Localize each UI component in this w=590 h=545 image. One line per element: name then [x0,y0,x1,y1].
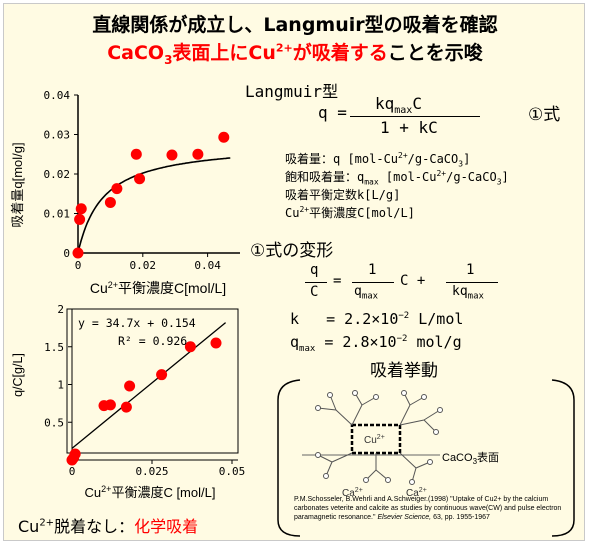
reference-publisher: Elsevier Science, [377,514,432,521]
linear-eq-one-b: 1 [466,262,475,278]
langmuir-y-tick-label: 0.02 [44,168,71,181]
langmuir-x-tick-label: 0.02 [130,259,157,272]
linear-y-tick-label: 1 [57,379,64,392]
langmuir-data-point [166,149,178,161]
langmuir-data-point [218,131,230,143]
reference-tail: 63, pp. 1955-1967 [431,514,490,521]
equation-numerator: kqmaxC [375,94,422,117]
cu-complex-molecule [315,390,443,485]
linear-eq-c-plus: C + [400,273,426,289]
langmuir-fit-curve [77,157,231,254]
slide-title-line1: 直線関係が成立し、Langmuir型の吸着を確認 [92,14,498,36]
equation-number-1: ①式 [528,105,561,125]
slide-background [3,3,585,541]
result-qmax: qmax = 2.8×10−2 mol/g [290,333,462,354]
langmuir-data-point [104,196,116,208]
equation-denominator: 1 + kC [380,118,438,137]
linear-x-tick-label: 0.025 [135,465,168,478]
linear-eq-q: q [310,262,319,278]
linear-r-squared: R² = 0.926 [118,334,187,348]
title-red-part-1: CaCO3表面上にCu2+が吸着する [107,41,388,67]
title-black-part: ことを示唆 [387,42,483,64]
cu-ion-label: Cu2+ [364,434,385,446]
langmuir-x-label: Cu2+平衡濃度C[mol/L] [90,280,226,296]
linear-y-tick-label: 1.5 [44,341,64,354]
transform-heading: ①式の変形 [250,241,334,261]
linear-eq-c: C [310,284,319,300]
langmuir-data-point [74,213,86,225]
reference-citation: P.M.Schosseler, B.Wehrli and A.Schweiger… [294,495,584,522]
linear-equation: y = 34.7x + 0.154 [78,316,196,330]
linear-plot-frame [66,308,239,454]
caco3-surface-label: CaCO3表面 [442,450,499,466]
linear-y-tick-label: 0.5 [44,416,64,429]
behavior-heading: 吸着挙動 [370,361,438,381]
equation-fraction-bar [350,116,480,117]
langmuir-data-point [72,247,84,259]
linear-eq-kqmax: kqmax [452,284,484,302]
linear-data-point [120,401,132,413]
linear-eq-qmax: qmax [354,284,379,302]
langmuir-y-label: 吸着量q[mol/g] [10,142,25,227]
linear-x-label: Cu2+平衡濃度C [mol/L] [85,484,216,500]
conclusion-red: 化学吸着 [134,517,199,536]
linear-data-point [156,369,168,381]
linear-data-point [69,448,81,460]
langmuir-data-point [111,183,123,195]
linear-data-point [124,380,136,392]
reference-text: P.M.Schosseler, B.Wehrli and A.Schweiger… [294,496,562,521]
langmuir-y-ticks: 0 0.01 0.02 0.03 0.04 [44,89,78,260]
linear-eq-one-a: 1 [368,262,377,278]
langmuir-y-tick-label: 0.01 [44,208,71,221]
linear-eq-bar1 [305,282,327,283]
linear-eq-equals: = [333,273,342,289]
def-adsorption-amount: 吸着量：q [mol-Cu2+/g-CaCO3] [285,151,471,169]
equation-lhs: q = [318,103,347,122]
langmuir-x-tick-label: 0 [75,259,82,272]
linear-eq-bar3 [446,282,498,283]
linear-y-label: q/C[g/L] [11,353,25,397]
langmuir-data-point [192,148,204,160]
def-saturation-amount: 飽和吸着量：qmax [mol-Cu2+/g-CaCO3] [285,169,509,187]
langmuir-x-ticks: 0 0.02 0.04 [75,253,221,272]
langmuir-data-points [72,131,230,259]
langmuir-data-point [75,203,87,215]
langmuir-data-point [134,173,146,185]
langmuir-heading: Langmuir型 [245,82,339,101]
linear-y-tick-label: 2 [57,303,64,316]
langmuir-x-tick-label: 0.04 [194,259,221,272]
linear-y-ticks: 0.5 1 1.5 2 [44,303,72,429]
langmuir-y-tick-label: 0.04 [44,89,71,102]
langmuir-y-tick-label: 0.03 [44,129,71,142]
linear-data-point [104,399,116,411]
linear-data-points [66,337,222,466]
langmuir-y-tick-label: 0 [63,247,70,260]
def-equilibrium-concentration: Cu2+平衡濃度C[mol/L] [285,205,415,220]
linear-data-point [184,341,196,353]
diagram-bracket-right [551,379,575,537]
result-k: k = 2.2×10−2 L/mol [290,310,464,328]
conclusion-text: Cu2+脱着なし：化学吸着 [18,517,199,536]
diagram-bracket-left [277,379,301,537]
linear-eq-bar2 [352,282,394,283]
slide-title-line2: CaCO3表面上にCu2+が吸着することを示唆 [0,38,590,67]
linear-data-point [210,337,222,349]
langmuir-data-point [130,148,142,160]
linear-x-tick-label: 0.05 [219,465,246,478]
linear-fit-line [71,322,227,449]
linear-x-tick-label: 0 [69,465,76,478]
linear-x-ticks: 0 0.025 0.05 [69,460,246,478]
def-equilibrium-constant: 吸着平衡定数k[L/g] [285,188,401,202]
